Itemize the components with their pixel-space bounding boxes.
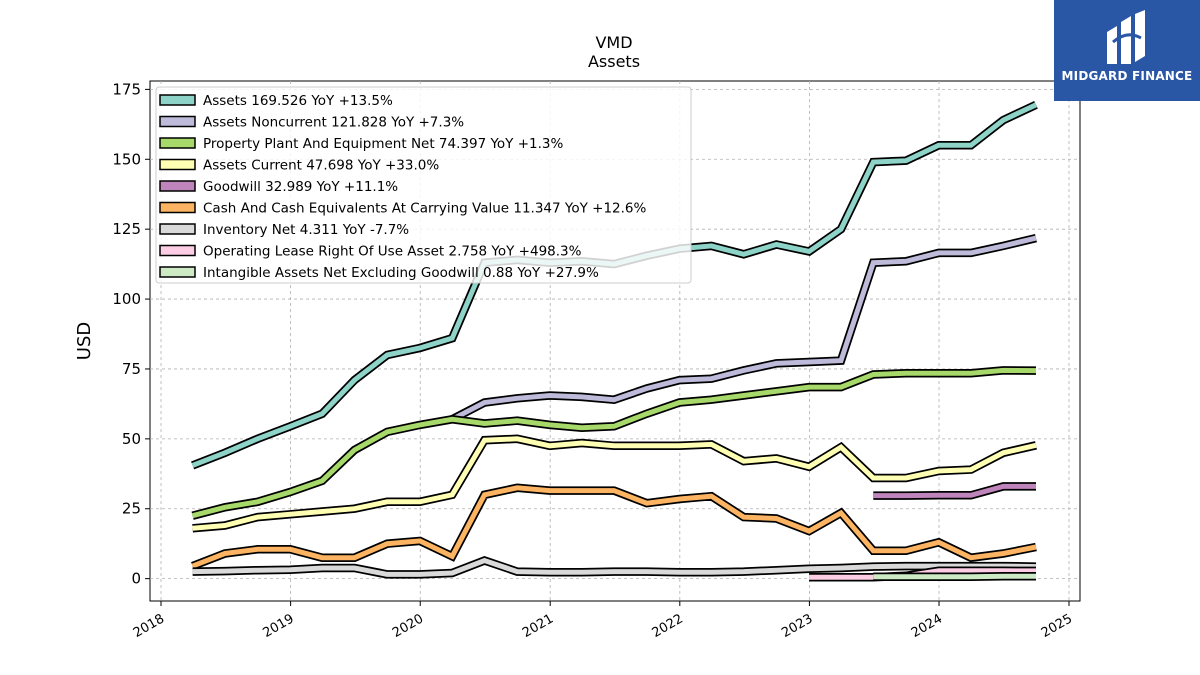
x-tick-label: 2022 [650,611,686,641]
logo-mark-icon [1107,10,1145,64]
x-tick-label: 2020 [390,611,426,641]
legend-box [155,86,692,284]
y-tick-label: 175 [112,80,141,98]
chart-subtitle: Assets [588,52,640,71]
legend-swatch [159,180,196,192]
x-tick-label: 2024 [909,611,945,641]
series-line [873,573,1037,580]
legend-entry: Inventory Net 4.311 YoY -7.7% [203,222,409,238]
legend-entry: Assets Noncurrent 121.828 YoY +7.3% [203,115,464,131]
logo-text: MIDGARD FINANCE [1061,69,1193,83]
brand-logo: MIDGARD FINANCE [1054,0,1200,101]
series-line [191,367,1037,519]
legend-entry: Operating Lease Right Of Use Asset 2.758… [203,244,582,260]
legend-entry: Goodwill 32.989 YoY +11.1% [203,179,398,195]
legend-swatch [159,223,196,235]
series-line [873,483,1036,499]
y-tick-label: 50 [122,430,141,448]
y-tick-label: 150 [112,150,141,168]
chart-title: VMD [595,33,632,52]
y-tick-label: 75 [122,360,141,378]
legend-entry: Assets 169.526 YoY +13.5% [203,93,393,109]
x-tick-label: 2018 [131,611,167,641]
series-line [451,235,1037,422]
legend-swatch [159,201,196,214]
legend-swatch [159,115,196,128]
y-tick-label: 25 [122,500,141,518]
y-axis-label: USD [74,322,95,360]
series-line [192,557,1037,577]
series-line [191,485,1037,569]
legend-swatch [159,158,196,171]
x-tick-label: 2023 [779,611,815,641]
legend-swatch [159,244,196,257]
legend-entry: Property Plant And Equipment Net 74.397 … [203,136,563,152]
y-tick-label: 125 [112,220,141,238]
legend: Assets 169.526 YoY +13.5% Assets Noncurre… [155,86,692,284]
y-tick-label: 100 [112,290,141,308]
legend-swatch [159,137,196,149]
legend-swatch [159,94,196,106]
x-tick-label: 2019 [260,611,296,641]
legend-swatch [159,266,196,278]
series-line [192,436,1037,531]
legend-entry: Assets Current 47.698 YoY +33.0% [203,158,439,174]
legend-entry: Intangible Assets Net Excluding Goodwill… [203,265,599,281]
x-tick-label: 2025 [1039,611,1075,641]
x-tick-label: 2021 [520,611,556,641]
y-tick-label: 0 [131,570,141,588]
legend-entry: Cash And Cash Equivalents At Carrying Va… [203,201,647,217]
